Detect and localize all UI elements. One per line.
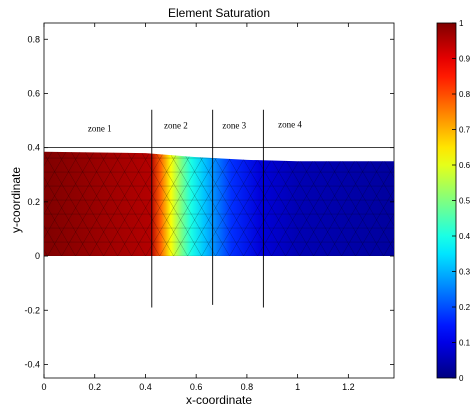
x-tick-label: 1.2 bbox=[342, 382, 355, 392]
y-tick-label: 0.4 bbox=[27, 143, 40, 153]
y-tick-label: -0.4 bbox=[24, 359, 40, 369]
colorbar-tick-label: 0.9 bbox=[459, 55, 471, 64]
x-axis-ticks: 0 0.2 0.4 0.6 0.8 1 1.2 bbox=[41, 23, 355, 392]
zone-label-2: zone 2 bbox=[164, 121, 188, 131]
colorbar-tick-label: 0.4 bbox=[459, 232, 471, 241]
colorbar-tick-label: 0.5 bbox=[459, 197, 471, 206]
y-tick-label: -0.2 bbox=[24, 305, 40, 315]
zone-boundaries bbox=[151, 109, 264, 308]
colorbar-tick-label: 0.6 bbox=[459, 161, 471, 170]
colorbar-tick-label: 0.2 bbox=[459, 303, 471, 312]
y-tick-label: 0.2 bbox=[27, 197, 40, 207]
x-tick-label: 0.6 bbox=[190, 382, 203, 392]
chart-title: Element Saturation bbox=[168, 6, 270, 20]
x-tick-label: 0.2 bbox=[88, 382, 101, 392]
colorbar-tick-label: 0 bbox=[459, 374, 464, 383]
zone-label-4: zone 4 bbox=[278, 119, 302, 129]
saturation-domain bbox=[44, 151, 394, 257]
x-tick-label: 1 bbox=[295, 382, 300, 392]
colorbar-tick-label: 0.3 bbox=[459, 268, 471, 277]
y-axis-label: y-coordinate bbox=[9, 167, 23, 233]
zone-label-1: zone 1 bbox=[88, 123, 112, 133]
x-tick-label: 0.8 bbox=[241, 382, 254, 392]
zone-labels: zone 1 zone 2 zone 3 zone 4 bbox=[88, 119, 302, 133]
colorbar-tick-label: 0.8 bbox=[459, 90, 471, 99]
x-tick-label: 0.4 bbox=[139, 382, 152, 392]
colorbar-tick-label: 0.7 bbox=[459, 126, 471, 135]
y-tick-label: 0.6 bbox=[27, 88, 40, 98]
x-axis-label: x-coordinate bbox=[186, 393, 252, 407]
x-tick-label: 0 bbox=[41, 382, 46, 392]
colorbar-tick-label: 1 bbox=[459, 19, 464, 28]
colorbar-ticks: 0 0.1 0.2 0.3 0.4 0.5 0.6 0.7 0.8 0.9 1 bbox=[452, 19, 471, 383]
zone-label-3: zone 3 bbox=[222, 121, 246, 131]
y-axis-ticks: -0.4 -0.2 0 0.2 0.4 0.6 0.8 bbox=[24, 34, 394, 369]
y-tick-label: 0.8 bbox=[27, 34, 40, 44]
y-tick-label: 0 bbox=[35, 251, 40, 261]
colorbar-tick-label: 0.1 bbox=[459, 339, 471, 348]
